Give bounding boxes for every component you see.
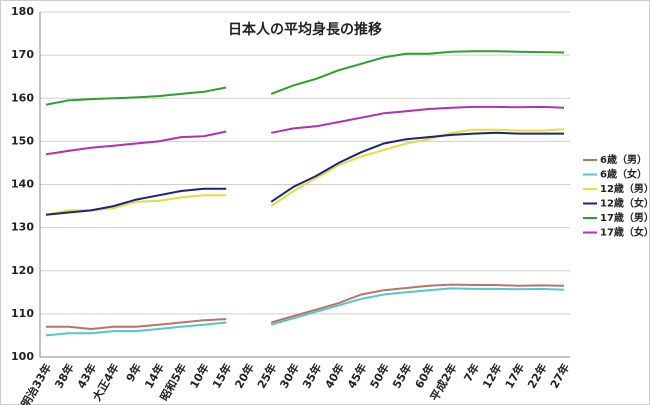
y-tick-label: 140 bbox=[11, 178, 34, 191]
y-tick-label: 100 bbox=[11, 350, 34, 363]
y-tick-label: 180 bbox=[11, 5, 34, 18]
legend-label: 17歳（男） bbox=[600, 211, 650, 224]
y-tick-label: 160 bbox=[11, 91, 34, 104]
series-line bbox=[45, 131, 564, 216]
y-tick-label: 110 bbox=[11, 307, 34, 320]
series-line bbox=[45, 287, 565, 337]
y-tick-label: 170 bbox=[11, 48, 34, 61]
series-line bbox=[45, 128, 565, 216]
series-line bbox=[45, 105, 565, 156]
series-line bbox=[46, 283, 565, 331]
series-line bbox=[45, 50, 565, 106]
y-tick-label: 130 bbox=[11, 221, 34, 234]
y-tick-label: 120 bbox=[11, 264, 34, 277]
legend-label: 6歳（男） bbox=[600, 153, 647, 166]
legend-label: 12歳（女） bbox=[600, 197, 650, 210]
y-tick-label: 150 bbox=[11, 134, 34, 147]
chart-title: 日本人の平均身長の推移 bbox=[228, 21, 382, 38]
legend-label: 12歳（男） bbox=[600, 182, 650, 195]
legend-label: 17歳（女） bbox=[600, 226, 650, 239]
legend-label: 6歳（女） bbox=[600, 168, 647, 181]
